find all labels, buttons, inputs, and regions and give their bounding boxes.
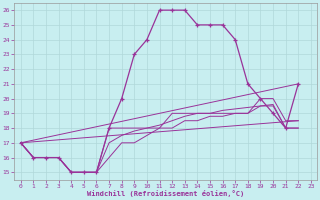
- X-axis label: Windchill (Refroidissement éolien,°C): Windchill (Refroidissement éolien,°C): [87, 190, 244, 197]
